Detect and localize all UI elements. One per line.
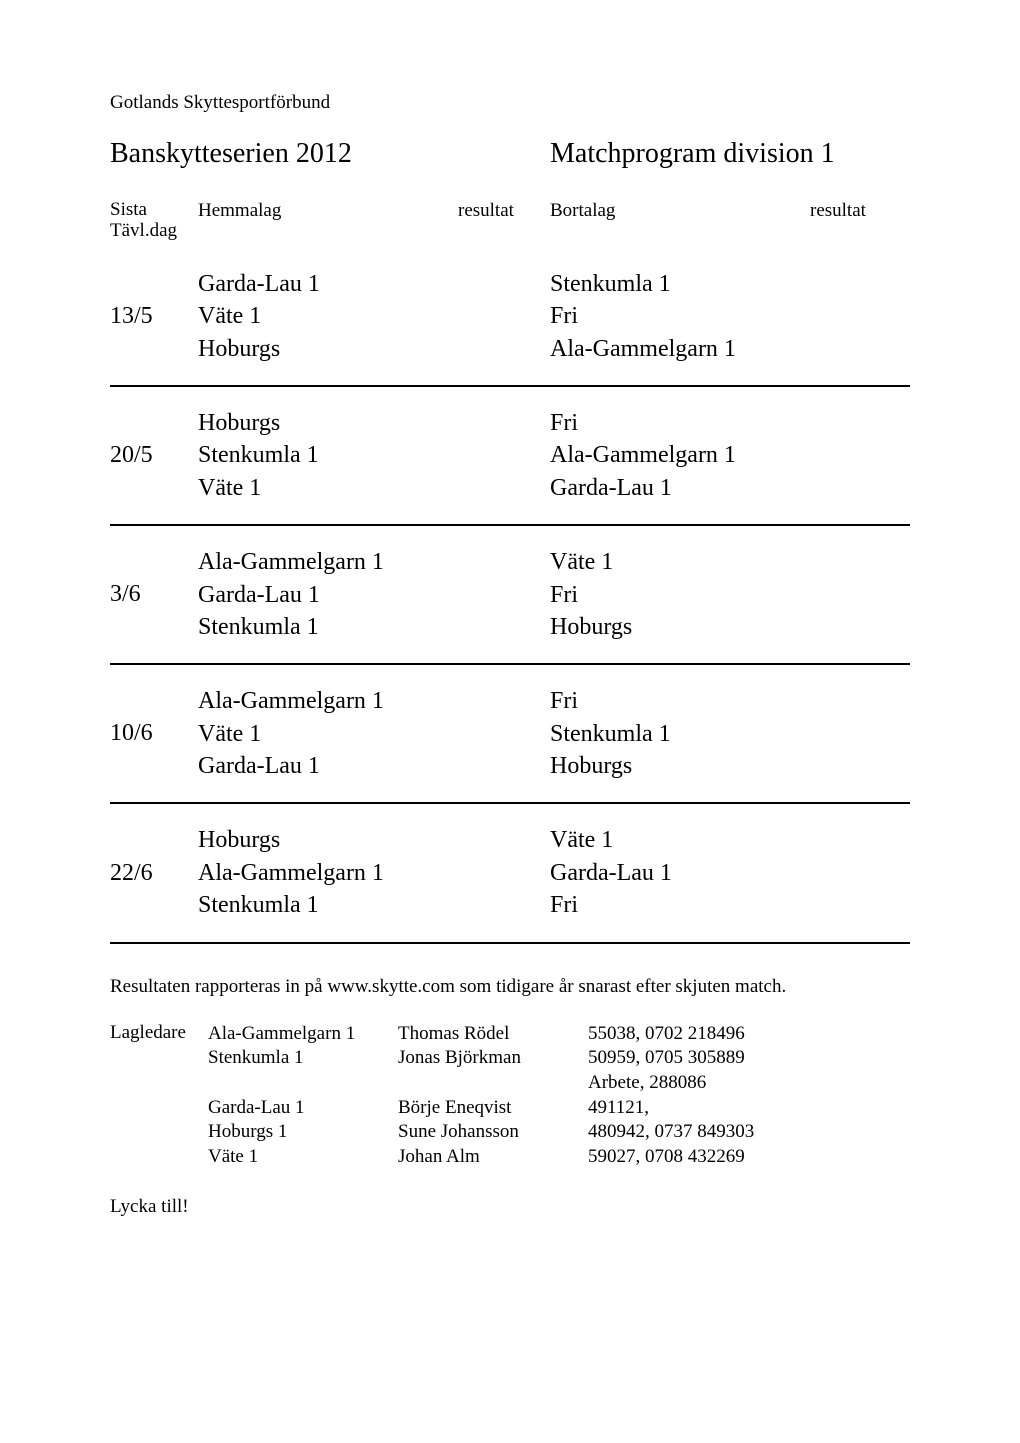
home-team: Ala-Gammelgarn 1	[198, 857, 550, 889]
home-team: Väte 1	[198, 718, 550, 750]
round-date: 10/6	[110, 685, 198, 782]
round-row: 20/5 Hoburgs Stenkumla 1 Väte 1 Fri Ala-…	[110, 387, 910, 526]
away-team: Garda-Lau 1	[550, 472, 810, 504]
reporting-note: Resultaten rapporteras in på www.skytte.…	[110, 976, 910, 998]
leader-contact: Arbete, 288086	[588, 1071, 706, 1096]
home-team: Stenkumla 1	[198, 889, 550, 921]
leader-name	[398, 1071, 588, 1096]
away-team: Fri	[550, 579, 810, 611]
leader-contact: 55038, 0702 218496	[588, 1022, 745, 1047]
leader-row: Ala-Gammelgarn 1 Thomas Rödel 55038, 070…	[208, 1022, 754, 1047]
leader-team: Ala-Gammelgarn 1	[208, 1022, 398, 1047]
header-resultat-2: resultat	[810, 200, 866, 242]
home-teams: Garda-Lau 1 Väte 1 Hoburgs	[198, 268, 550, 365]
round-row: 10/6 Ala-Gammelgarn 1 Väte 1 Garda-Lau 1…	[110, 665, 910, 804]
away-team: Fri	[550, 300, 810, 332]
leader-name: Börje Eneqvist	[398, 1096, 588, 1121]
leader-name: Sune Johansson	[398, 1120, 588, 1145]
away-teams: Stenkumla 1 Fri Ala-Gammelgarn 1	[550, 268, 810, 365]
round-row: 22/6 Hoburgs Ala-Gammelgarn 1 Stenkumla …	[110, 804, 910, 943]
home-team: Garda-Lau 1	[198, 750, 550, 782]
away-team: Fri	[550, 889, 810, 921]
leader-row: Stenkumla 1 Jonas Björkman 50959, 0705 3…	[208, 1046, 754, 1071]
leaders-label: Lagledare	[110, 1022, 208, 1170]
home-team: Hoburgs	[198, 824, 550, 856]
leader-contact: 480942, 0737 849303	[588, 1120, 754, 1145]
leader-team: Väte 1	[208, 1145, 398, 1170]
leader-team: Hoburgs 1	[208, 1120, 398, 1145]
away-teams: Fri Ala-Gammelgarn 1 Garda-Lau 1	[550, 407, 810, 504]
leader-name: Johan Alm	[398, 1145, 588, 1170]
home-teams: Ala-Gammelgarn 1 Väte 1 Garda-Lau 1	[198, 685, 550, 782]
home-team: Stenkumla 1	[198, 439, 550, 471]
leader-team: Stenkumla 1	[208, 1046, 398, 1071]
header-hemmalag: Hemmalag	[198, 200, 458, 242]
home-teams: Ala-Gammelgarn 1 Garda-Lau 1 Stenkumla 1	[198, 546, 550, 643]
away-teams: Fri Stenkumla 1 Hoburgs	[550, 685, 810, 782]
away-teams: Väte 1 Garda-Lau 1 Fri	[550, 824, 810, 921]
leader-name: Jonas Björkman	[398, 1046, 588, 1071]
round-date: 13/5	[110, 268, 198, 365]
home-team: Hoburgs	[198, 333, 550, 365]
home-team: Garda-Lau 1	[198, 579, 550, 611]
title-row: Banskytteserien 2012 Matchprogram divisi…	[110, 138, 910, 170]
home-team: Stenkumla 1	[198, 611, 550, 643]
home-team: Väte 1	[198, 300, 550, 332]
title-left: Banskytteserien 2012	[110, 138, 550, 170]
home-team: Ala-Gammelgarn 1	[198, 685, 550, 717]
leader-contact: 50959, 0705 305889	[588, 1046, 745, 1071]
home-teams: Hoburgs Ala-Gammelgarn 1 Stenkumla 1	[198, 824, 550, 921]
away-team: Fri	[550, 407, 810, 439]
away-team: Stenkumla 1	[550, 268, 810, 300]
away-team: Stenkumla 1	[550, 718, 810, 750]
home-teams: Hoburgs Stenkumla 1 Väte 1	[198, 407, 550, 504]
leader-team	[208, 1071, 398, 1096]
away-team: Väte 1	[550, 824, 810, 856]
title-right: Matchprogram division 1	[550, 138, 835, 170]
away-team: Väte 1	[550, 546, 810, 578]
page: Gotlands Skyttesportförbund Banskytteser…	[0, 0, 1020, 1218]
header-bortalag: Bortalag	[550, 200, 810, 242]
header-sista-line2: Tävl.dag	[110, 220, 177, 241]
leader-team: Garda-Lau 1	[208, 1096, 398, 1121]
away-teams: Väte 1 Fri Hoburgs	[550, 546, 810, 643]
leader-row: Garda-Lau 1 Börje Eneqvist 491121,	[208, 1096, 754, 1121]
table-header: Sista Tävl.dag Hemmalag resultat Bortala…	[110, 200, 910, 242]
leader-name: Thomas Rödel	[398, 1022, 588, 1047]
away-team: Hoburgs	[550, 611, 810, 643]
round-row: 13/5 Garda-Lau 1 Väte 1 Hoburgs Stenkuml…	[110, 248, 910, 387]
leader-row: Arbete, 288086	[208, 1071, 754, 1096]
header-sista-line1: Sista	[110, 199, 147, 220]
header-sista: Sista Tävl.dag	[110, 200, 198, 242]
leader-contact: 491121,	[588, 1096, 649, 1121]
leader-contact: 59027, 0708 432269	[588, 1145, 745, 1170]
header-resultat-1: resultat	[458, 200, 550, 242]
leader-row: Hoburgs 1 Sune Johansson 480942, 0737 84…	[208, 1120, 754, 1145]
home-team: Hoburgs	[198, 407, 550, 439]
home-team: Garda-Lau 1	[198, 268, 550, 300]
round-date: 22/6	[110, 824, 198, 921]
away-team: Fri	[550, 685, 810, 717]
round-row: 3/6 Ala-Gammelgarn 1 Garda-Lau 1 Stenkum…	[110, 526, 910, 665]
leaders-table: Ala-Gammelgarn 1 Thomas Rödel 55038, 070…	[208, 1022, 754, 1170]
organization-name: Gotlands Skyttesportförbund	[110, 92, 910, 114]
away-team: Hoburgs	[550, 750, 810, 782]
away-team: Garda-Lau 1	[550, 857, 810, 889]
away-team: Ala-Gammelgarn 1	[550, 333, 810, 365]
home-team: Väte 1	[198, 472, 550, 504]
round-date: 20/5	[110, 407, 198, 504]
leaders-section: Lagledare Ala-Gammelgarn 1 Thomas Rödel …	[110, 1022, 910, 1170]
round-date: 3/6	[110, 546, 198, 643]
home-team: Ala-Gammelgarn 1	[198, 546, 550, 578]
leader-row: Väte 1 Johan Alm 59027, 0708 432269	[208, 1145, 754, 1170]
good-luck: Lycka till!	[110, 1196, 910, 1218]
away-team: Ala-Gammelgarn 1	[550, 439, 810, 471]
